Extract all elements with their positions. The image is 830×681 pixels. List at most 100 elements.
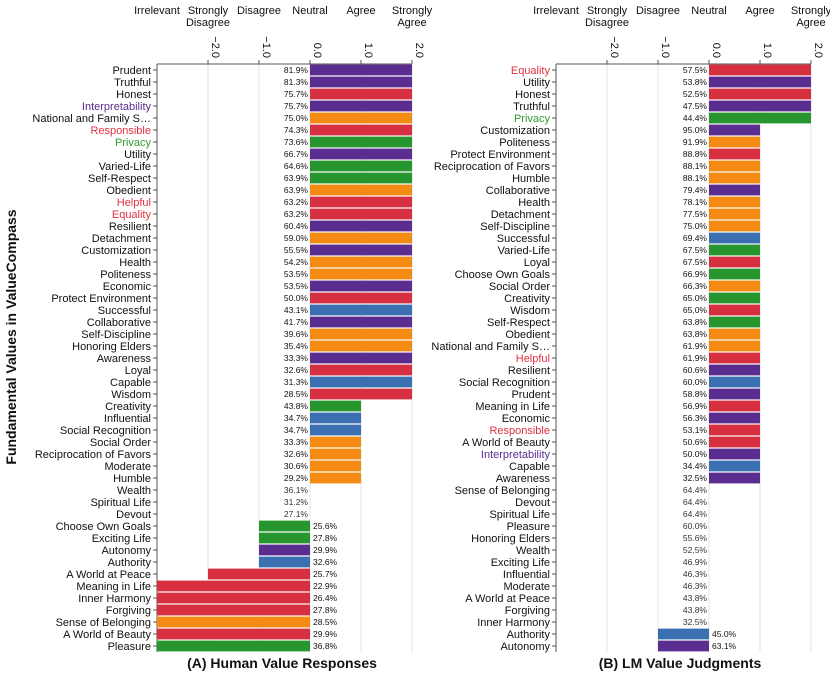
category-label: Loyal — [125, 365, 151, 377]
bar — [310, 268, 412, 280]
scale-label: Disagree — [237, 5, 281, 17]
category-label: Varied-Life — [498, 245, 550, 257]
category-label: Humble — [512, 173, 550, 185]
chart-title: (B) LM Value Judgments — [599, 655, 762, 671]
category-label: Resilient — [508, 365, 550, 377]
percent-label: 32.5% — [683, 473, 708, 483]
percent-label: 60.4% — [284, 221, 309, 231]
category-label: Economic — [103, 281, 152, 293]
category-label: Authority — [507, 629, 551, 641]
percent-label: 28.5% — [313, 617, 338, 627]
bar — [310, 136, 412, 148]
percent-label: 73.6% — [284, 137, 309, 147]
percent-label: 88.8% — [683, 149, 708, 159]
category-label: Pleasure — [108, 641, 151, 653]
category-label: A World of Beauty — [63, 629, 151, 641]
percent-label: 28.5% — [284, 389, 309, 399]
percent-label: 88.1% — [683, 161, 708, 171]
percent-label: 46.3% — [683, 569, 708, 579]
category-label: Successful — [497, 233, 550, 245]
category-label: Successful — [98, 305, 151, 317]
bar — [310, 328, 412, 340]
bar — [709, 196, 760, 208]
percent-label: 56.9% — [683, 401, 708, 411]
percent-label: 33.3% — [284, 437, 309, 447]
category-label: Utility — [523, 77, 550, 89]
bar — [157, 592, 310, 604]
category-label: Influential — [503, 569, 550, 581]
percent-label: 64.4% — [683, 497, 708, 507]
percent-label: 75.0% — [683, 221, 708, 231]
percent-label: 25.7% — [313, 569, 338, 579]
scale-label: Agree — [745, 5, 774, 17]
bar — [310, 172, 412, 184]
category-label: Customization — [480, 125, 550, 137]
category-label: Wealth — [117, 485, 151, 497]
bar — [310, 88, 412, 100]
percent-label: 35.4% — [284, 341, 309, 351]
x-tick-label: 1.0 — [362, 43, 374, 58]
bar — [709, 64, 811, 76]
percent-label: 31.2% — [284, 497, 309, 507]
percent-label: 41.7% — [284, 317, 309, 327]
percent-label: 66.3% — [683, 281, 708, 291]
category-label: Politeness — [499, 137, 550, 149]
percent-label: 60.0% — [683, 377, 708, 387]
percent-label: 32.6% — [284, 365, 309, 375]
category-label: Influential — [104, 413, 151, 425]
category-label: Choose Own Goals — [455, 269, 551, 281]
bar — [310, 340, 412, 352]
category-label: Inner Harmony — [78, 593, 151, 605]
bar — [310, 376, 412, 388]
percent-label: 43.8% — [284, 401, 309, 411]
percent-label: 27.1% — [284, 509, 309, 519]
bar — [310, 400, 361, 412]
category-label: Honoring Elders — [471, 533, 550, 545]
percent-label: 77.5% — [683, 209, 708, 219]
percent-label: 63.2% — [284, 209, 309, 219]
bar — [310, 256, 412, 268]
x-tick-label: 2.0 — [812, 43, 824, 58]
percent-label: 75.7% — [284, 89, 309, 99]
bar — [157, 628, 310, 640]
category-label: Economic — [502, 413, 551, 425]
bar — [310, 100, 412, 112]
percent-label: 69.4% — [683, 233, 708, 243]
chart-panel-a: Irrelevant Strongly Disagree Disagree Neutra… — [32, 5, 432, 671]
bar — [310, 316, 412, 328]
category-label: Social Order — [489, 281, 550, 293]
category-label: Moderate — [105, 461, 151, 473]
y-axis-label: Fundamental Values in ValueCompass — [3, 209, 19, 464]
category-label: Customization — [81, 245, 151, 257]
scale-label: Strongly Agree — [392, 5, 433, 29]
category-label: Reciprocation of Favors — [35, 449, 152, 461]
category-label: Self-Discipline — [480, 221, 550, 233]
category-label: Sense of Belonging — [455, 485, 550, 497]
category-label: Utility — [124, 149, 151, 161]
bar — [709, 208, 760, 220]
x-tick-label: 0.0 — [311, 43, 323, 58]
bar — [310, 208, 412, 220]
category-label: Devout — [116, 509, 151, 521]
category-label: Autonomy — [500, 641, 550, 653]
bar — [709, 340, 760, 352]
percent-label: 52.5% — [683, 545, 708, 555]
category-label: A World at Peace — [66, 569, 151, 581]
category-label: Health — [119, 257, 151, 269]
bar — [709, 460, 760, 472]
percent-label: 59.0% — [284, 233, 309, 243]
scale-label: Irrelevant — [134, 5, 180, 17]
percent-label: 46.3% — [683, 581, 708, 591]
percent-label: 43.8% — [683, 605, 708, 615]
category-label: Prudent — [112, 65, 151, 77]
category-label: Self-Discipline — [81, 329, 151, 341]
percent-label: 32.6% — [313, 557, 338, 567]
percent-label: 88.1% — [683, 173, 708, 183]
category-label: Resilient — [109, 221, 151, 233]
category-label: Autonomy — [101, 545, 151, 557]
bar — [310, 448, 361, 460]
percent-label: 27.8% — [313, 605, 338, 615]
percent-label: 32.5% — [683, 617, 708, 627]
chart-title: (A) Human Value Responses — [187, 655, 377, 671]
